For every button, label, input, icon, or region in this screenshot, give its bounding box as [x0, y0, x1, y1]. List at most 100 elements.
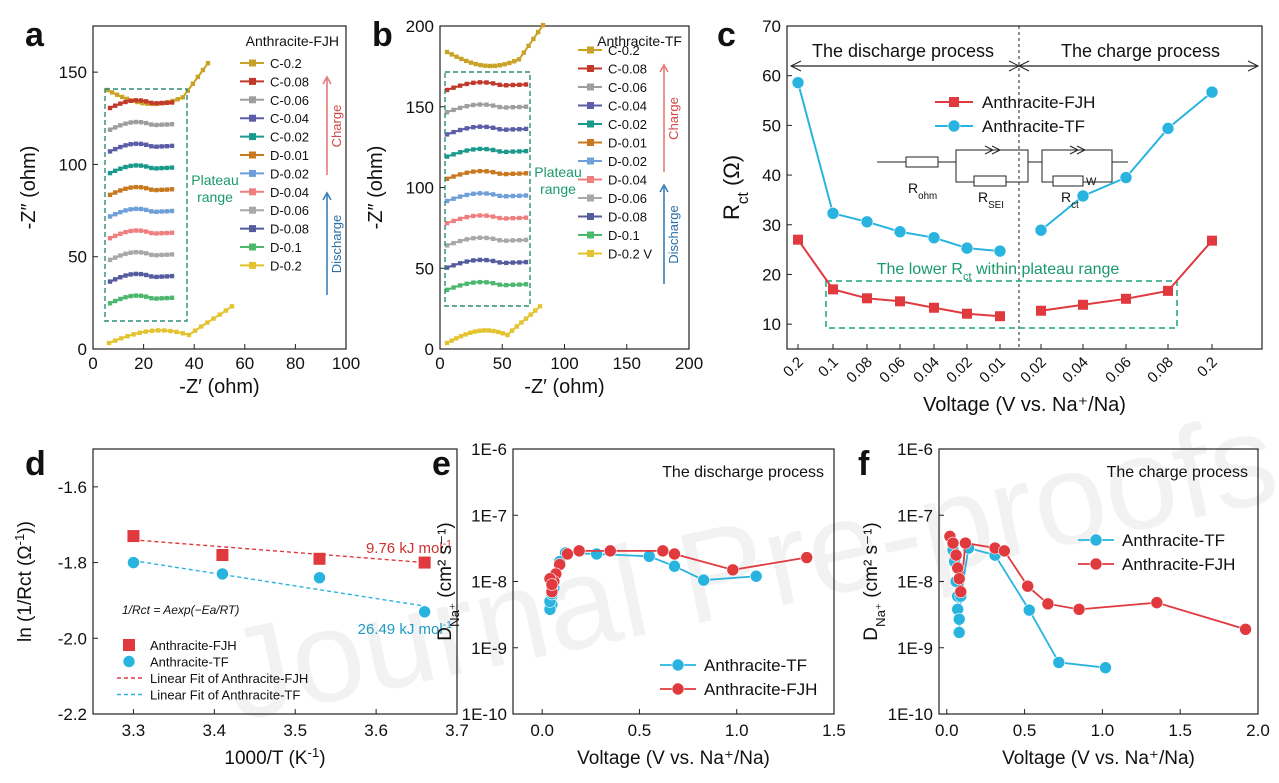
panel-e: 0.0 0.5 1.0 1.5 1E-10 1E-9 1E-8 1E-7 1E-6 e The di… — [432, 440, 846, 769]
curve-point — [133, 184, 139, 190]
y-tick-label: 1E-6 — [471, 440, 507, 459]
curve-point — [143, 120, 149, 126]
curve-point — [169, 273, 175, 279]
curve-point — [497, 171, 502, 176]
curve-point — [497, 149, 502, 154]
x-tick-label: 40 — [185, 354, 204, 373]
curve-point — [444, 87, 450, 93]
curve-point — [154, 144, 159, 149]
curve-point — [523, 259, 529, 265]
curve-point — [502, 62, 507, 67]
legend-label: D-0.04 — [270, 185, 309, 200]
data-point — [800, 551, 814, 564]
curve-point — [162, 328, 167, 333]
curve-point — [504, 282, 509, 288]
curve-point — [510, 193, 516, 199]
panel-label: b — [372, 16, 393, 54]
curve-point — [164, 230, 170, 236]
curve-point — [444, 132, 450, 137]
circuit-label: W — [1086, 176, 1097, 188]
curve-point — [490, 280, 496, 286]
fit-line — [133, 559, 425, 607]
data-point — [418, 556, 431, 569]
curve-point — [118, 253, 123, 258]
activation-energy-label-part: -1 — [443, 538, 452, 550]
charge-arrowhead — [659, 63, 669, 73]
curve-point — [128, 250, 133, 255]
curve-point — [154, 209, 159, 214]
curve-point — [164, 165, 170, 171]
curve-point — [484, 80, 489, 85]
curve-point — [523, 104, 529, 109]
curve-point — [444, 265, 450, 270]
curve-point — [149, 144, 154, 149]
circuit-label-part: R — [1061, 189, 1071, 205]
y-tick-label: 10 — [762, 315, 781, 334]
legend-marker — [587, 213, 594, 220]
data-point — [1150, 596, 1164, 609]
legend-label: Anthracite-TF — [982, 117, 1085, 136]
curve-point — [444, 198, 450, 204]
curve-point — [149, 328, 155, 333]
curve-point — [471, 213, 476, 219]
data-point — [828, 284, 838, 295]
curve-point — [112, 233, 118, 239]
curve-point — [497, 193, 502, 199]
x-tick-label: 3.7 — [445, 721, 469, 740]
curve-point — [517, 282, 522, 287]
data-point — [127, 556, 140, 569]
curve-point — [143, 251, 149, 256]
curve-point — [523, 237, 529, 243]
curve-point — [205, 320, 210, 325]
curve-point — [149, 165, 154, 171]
curve-point — [149, 122, 154, 127]
legend-marker — [249, 261, 256, 269]
y-tick-label: 1E-10 — [888, 705, 933, 724]
curve-point — [488, 63, 493, 69]
curve-point — [457, 105, 463, 111]
curve-point — [504, 260, 509, 266]
data-point — [1119, 171, 1133, 184]
curve-point — [114, 92, 120, 97]
data-point — [561, 547, 574, 561]
curve-point — [128, 163, 133, 169]
plateau-annotation: range — [197, 189, 233, 205]
curve-point — [477, 257, 483, 263]
y-tick-label: 0 — [425, 340, 434, 359]
legend-label: C-0.04 — [270, 111, 309, 126]
data-point — [954, 585, 968, 599]
curve-point — [523, 82, 529, 87]
curve-point — [169, 121, 175, 127]
legend-label: D-0.1 — [270, 240, 302, 255]
y-tick-label: 50 — [415, 259, 434, 278]
curve-point — [112, 168, 118, 174]
legend-marker — [122, 655, 136, 668]
curve-point — [112, 103, 118, 108]
curve-point — [457, 150, 463, 155]
y-axis-label-part: D — [435, 627, 456, 641]
x-tick-label: 50 — [493, 354, 512, 373]
legend-marker — [1089, 533, 1103, 547]
curve-point — [149, 295, 154, 301]
y-tick-label: 40 — [762, 166, 781, 185]
x-axis-label: -Z′ (ohm) — [179, 376, 259, 398]
y-axis-label-part: Na⁺ — [447, 603, 462, 627]
curve-point — [123, 208, 128, 213]
charge-arrowhead — [322, 75, 332, 85]
discharge-label: Discharge — [666, 205, 681, 264]
curve-point — [521, 50, 526, 55]
curve-point — [149, 274, 154, 279]
curve-point — [131, 332, 136, 337]
arrowhead — [1247, 60, 1260, 72]
curve-point — [164, 122, 170, 127]
legend-marker — [587, 120, 594, 128]
curve-point — [133, 206, 139, 212]
x-tick-label: 0.2 — [780, 354, 807, 381]
curve-point — [464, 81, 469, 87]
x-tick-label: 3.3 — [122, 721, 146, 740]
curve-point — [454, 54, 459, 59]
y-axis-label: Rct (Ω) — [719, 155, 752, 220]
curve-point — [137, 330, 142, 336]
legend-label: D-0.02 — [270, 166, 309, 181]
